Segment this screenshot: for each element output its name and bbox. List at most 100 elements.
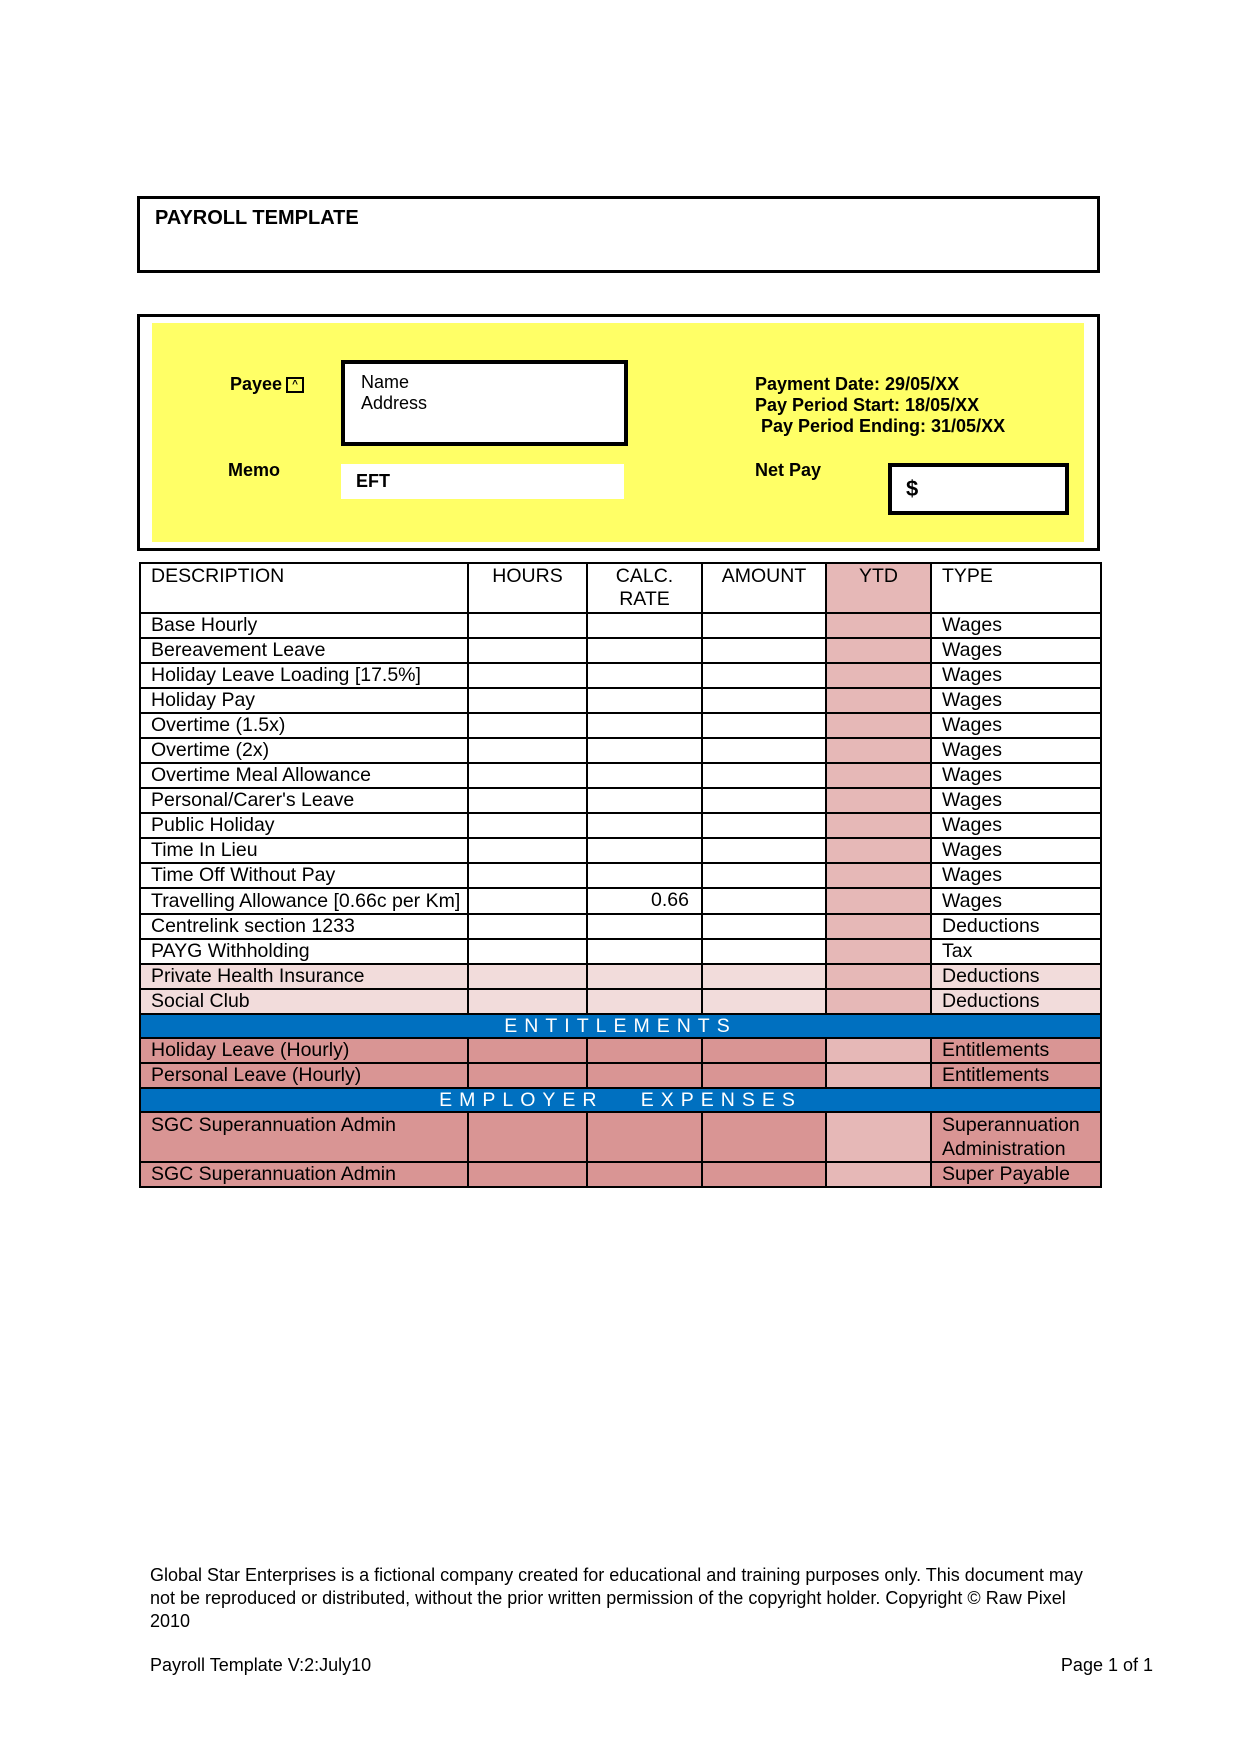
table-row: Overtime (2x) Wages: [139, 737, 1102, 764]
type-cell: Wages: [930, 662, 1102, 689]
amount-cell[interactable]: [701, 737, 827, 764]
hours-cell[interactable]: [467, 1037, 588, 1064]
amount-cell[interactable]: [701, 1037, 827, 1064]
ytd-cell[interactable]: [825, 812, 932, 839]
amount-cell[interactable]: [701, 887, 827, 915]
amount-cell[interactable]: [701, 812, 827, 839]
calc-rate-cell[interactable]: [586, 1161, 703, 1188]
hours-cell[interactable]: [467, 1161, 588, 1188]
type-cell: Superannuation Administration: [930, 1111, 1102, 1163]
amount-cell[interactable]: [701, 1161, 827, 1188]
calc-rate-cell[interactable]: [586, 1062, 703, 1089]
payee-name-address-field[interactable]: Name Address: [341, 360, 628, 446]
ytd-cell[interactable]: [825, 712, 932, 739]
hours-cell[interactable]: [467, 887, 588, 915]
version-label: Payroll Template V:2:July10: [150, 1655, 372, 1675]
net-pay-field[interactable]: $: [888, 463, 1069, 515]
ytd-cell[interactable]: [825, 687, 932, 714]
ytd-cell[interactable]: [825, 737, 932, 764]
ytd-cell[interactable]: [825, 637, 932, 664]
hours-cell[interactable]: [467, 787, 588, 814]
amount-cell[interactable]: [701, 687, 827, 714]
description-cell: Personal Leave (Hourly): [139, 1062, 469, 1089]
header-row: DESCRIPTION HOURS CALC. RATE AMOUNT YTD TYPE: [139, 562, 1102, 614]
calc-rate-cell[interactable]: [586, 988, 703, 1015]
calc-rate-cell[interactable]: [586, 762, 703, 789]
ytd-cell[interactable]: [825, 913, 932, 940]
amount-cell[interactable]: [701, 1111, 827, 1163]
hours-cell[interactable]: [467, 913, 588, 940]
hours-cell[interactable]: [467, 687, 588, 714]
hours-cell[interactable]: [467, 762, 588, 789]
ytd-cell[interactable]: [825, 612, 932, 639]
ytd-cell[interactable]: [825, 662, 932, 689]
calc-rate-cell[interactable]: [586, 1111, 703, 1163]
hours-cell[interactable]: [467, 637, 588, 664]
memo-field[interactable]: EFT: [341, 464, 624, 499]
table-row: Centrelink section 1233 Deductions: [139, 913, 1102, 940]
hours-cell[interactable]: [467, 963, 588, 990]
calc-rate-cell[interactable]: [586, 963, 703, 990]
ytd-cell[interactable]: [825, 1062, 932, 1089]
amount-cell[interactable]: [701, 837, 827, 864]
memo-label: Memo: [228, 460, 281, 480]
amount-cell[interactable]: [701, 1062, 827, 1089]
hours-cell[interactable]: [467, 1062, 588, 1089]
table-row: Travelling Allowance [0.66c per Km] 0.66 W…: [139, 887, 1102, 915]
description-cell: Travelling Allowance [0.66c per Km]: [139, 887, 469, 915]
table-row: PAYG Withholding Tax: [139, 938, 1102, 965]
calc-rate-cell[interactable]: [586, 687, 703, 714]
hours-cell[interactable]: [467, 938, 588, 965]
hours-cell[interactable]: [467, 612, 588, 639]
amount-cell[interactable]: [701, 963, 827, 990]
hours-cell[interactable]: [467, 862, 588, 889]
payee-label: Payee ^: [230, 374, 305, 395]
hours-cell[interactable]: [467, 812, 588, 839]
ytd-cell[interactable]: [825, 988, 932, 1015]
hours-cell[interactable]: [467, 837, 588, 864]
ytd-cell[interactable]: [825, 1161, 932, 1188]
ytd-cell[interactable]: [825, 837, 932, 864]
calc-rate-cell[interactable]: [586, 787, 703, 814]
calc-rate-cell[interactable]: [586, 637, 703, 664]
amount-cell[interactable]: [701, 988, 827, 1015]
amount-cell[interactable]: [701, 637, 827, 664]
calc-rate-cell[interactable]: [586, 913, 703, 940]
calc-rate-cell[interactable]: [586, 862, 703, 889]
calc-rate-cell[interactable]: [586, 812, 703, 839]
calc-rate-cell[interactable]: [586, 737, 703, 764]
calc-rate-cell[interactable]: [586, 837, 703, 864]
amount-cell[interactable]: [701, 938, 827, 965]
hours-cell[interactable]: [467, 712, 588, 739]
table-row: SGC Superannuation Admin Superannuation A…: [139, 1111, 1102, 1163]
amount-cell[interactable]: [701, 612, 827, 639]
hours-cell[interactable]: [467, 737, 588, 764]
table-row: Public Holiday Wages: [139, 812, 1102, 839]
ytd-cell[interactable]: [825, 1037, 932, 1064]
hours-cell[interactable]: [467, 988, 588, 1015]
amount-cell[interactable]: [701, 913, 827, 940]
hours-cell[interactable]: [467, 662, 588, 689]
calc-rate-cell[interactable]: [586, 712, 703, 739]
amount-cell[interactable]: [701, 662, 827, 689]
net-pay-label: Net Pay: [755, 460, 822, 480]
ytd-cell[interactable]: [825, 862, 932, 889]
calc-rate-cell[interactable]: [586, 938, 703, 965]
amount-cell[interactable]: [701, 787, 827, 814]
ytd-cell[interactable]: [825, 938, 932, 965]
amount-cell[interactable]: [701, 712, 827, 739]
ytd-cell[interactable]: [825, 1111, 932, 1163]
hours-cell[interactable]: [467, 1111, 588, 1163]
calc-rate-cell[interactable]: 0.66: [586, 887, 703, 915]
ytd-cell[interactable]: [825, 887, 932, 915]
ytd-cell[interactable]: [825, 787, 932, 814]
ytd-cell[interactable]: [825, 762, 932, 789]
description-cell: Overtime (1.5x): [139, 712, 469, 739]
ytd-cell[interactable]: [825, 963, 932, 990]
amount-cell[interactable]: [701, 862, 827, 889]
calc-rate-cell[interactable]: [586, 1037, 703, 1064]
payee-label-text: Payee: [230, 374, 283, 394]
calc-rate-cell[interactable]: [586, 662, 703, 689]
amount-cell[interactable]: [701, 762, 827, 789]
calc-rate-cell[interactable]: [586, 612, 703, 639]
